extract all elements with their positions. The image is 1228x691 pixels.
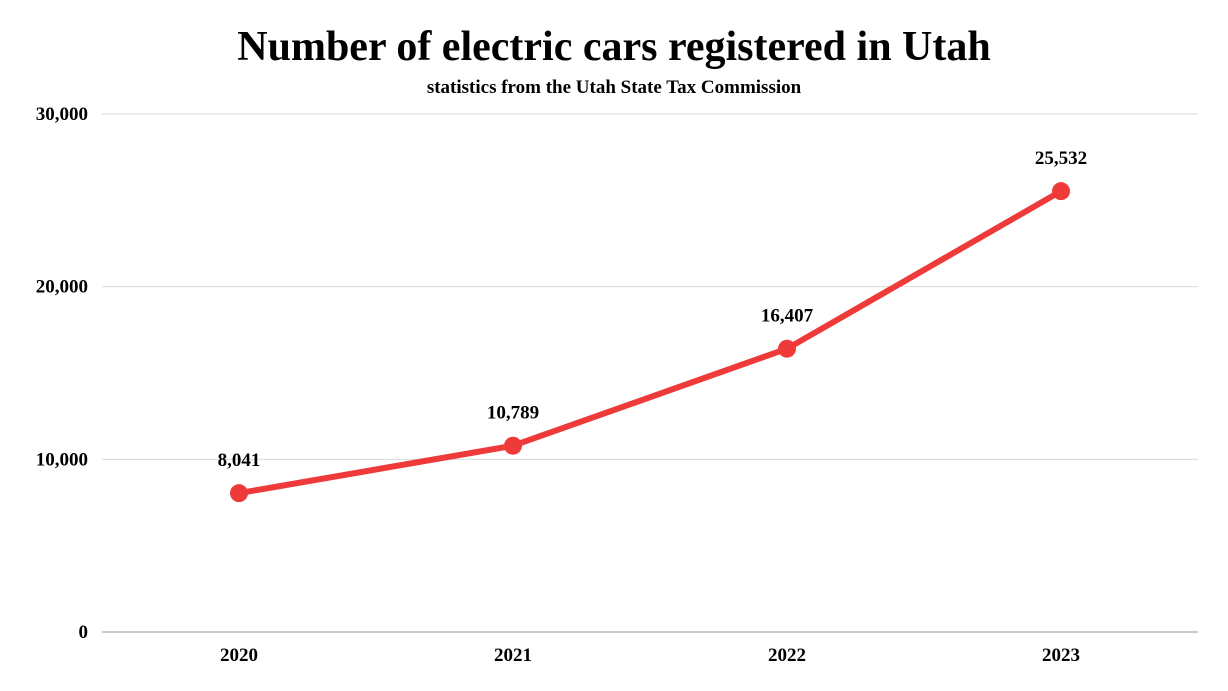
data-label: 16,407: [761, 306, 814, 327]
data-label: 8,041: [218, 450, 261, 471]
series-line: [236, 188, 1064, 497]
x-tick-label: 2023: [1042, 645, 1080, 666]
data-labels: 8,041 10,789 16,407 25,532: [218, 148, 1088, 471]
y-tick-labels: 0 10,000 20,000 30,000: [36, 104, 88, 643]
x-tick-label: 2021: [494, 645, 532, 666]
x-tick-label: 2020: [220, 645, 258, 666]
chart-subtitle: statistics from the Utah State Tax Commi…: [426, 77, 802, 98]
series-lines: [236, 188, 1064, 497]
data-point: [778, 339, 796, 358]
y-tick-label: 10,000: [36, 449, 88, 470]
data-label: 10,789: [487, 403, 539, 424]
data-points: [230, 182, 1070, 503]
data-label: 25,532: [1035, 148, 1087, 169]
data-point: [1052, 182, 1070, 201]
y-tick-label: 30,000: [36, 104, 88, 125]
y-tick-label: 0: [79, 622, 89, 643]
y-tick-label: 20,000: [36, 277, 88, 298]
data-point: [230, 484, 248, 503]
chart-title: Number of electric cars registered in Ut…: [237, 24, 991, 70]
x-tick-label: 2022: [768, 645, 806, 666]
x-tick-labels: 2020 2021 2022 2023: [220, 645, 1080, 666]
gridlines: [102, 113, 1198, 460]
data-point: [504, 436, 522, 455]
